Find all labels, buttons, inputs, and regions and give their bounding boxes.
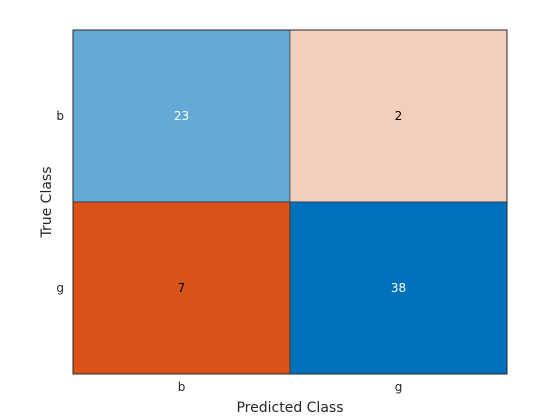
y-tick-label-g: g [56, 281, 64, 295]
plot-frame [72, 29, 508, 375]
matrix-cell-g-g [289, 201, 508, 375]
x-tick-label-g: g [395, 380, 403, 394]
matrix-cell-b-b [72, 29, 291, 203]
cell-value-g-b: 7 [178, 281, 186, 295]
cell-value-b-b: 23 [174, 109, 189, 123]
cell-value-g-g: 38 [391, 281, 406, 295]
x-tick-label-b: b [178, 380, 186, 394]
y-axis-title: True Class [39, 166, 55, 238]
cell-value-b-g: 2 [395, 109, 403, 123]
y-tick-label-b: b [56, 109, 64, 123]
x-axis-title: Predicted Class [236, 400, 343, 416]
matrix-cell-g-b [72, 201, 291, 375]
matrix-cells [72, 29, 508, 375]
y-tick-labels: bg [56, 109, 64, 295]
matrix-cell-b-g [289, 29, 508, 203]
matrix-cell-labels: 23 2 7 38 [174, 109, 406, 295]
